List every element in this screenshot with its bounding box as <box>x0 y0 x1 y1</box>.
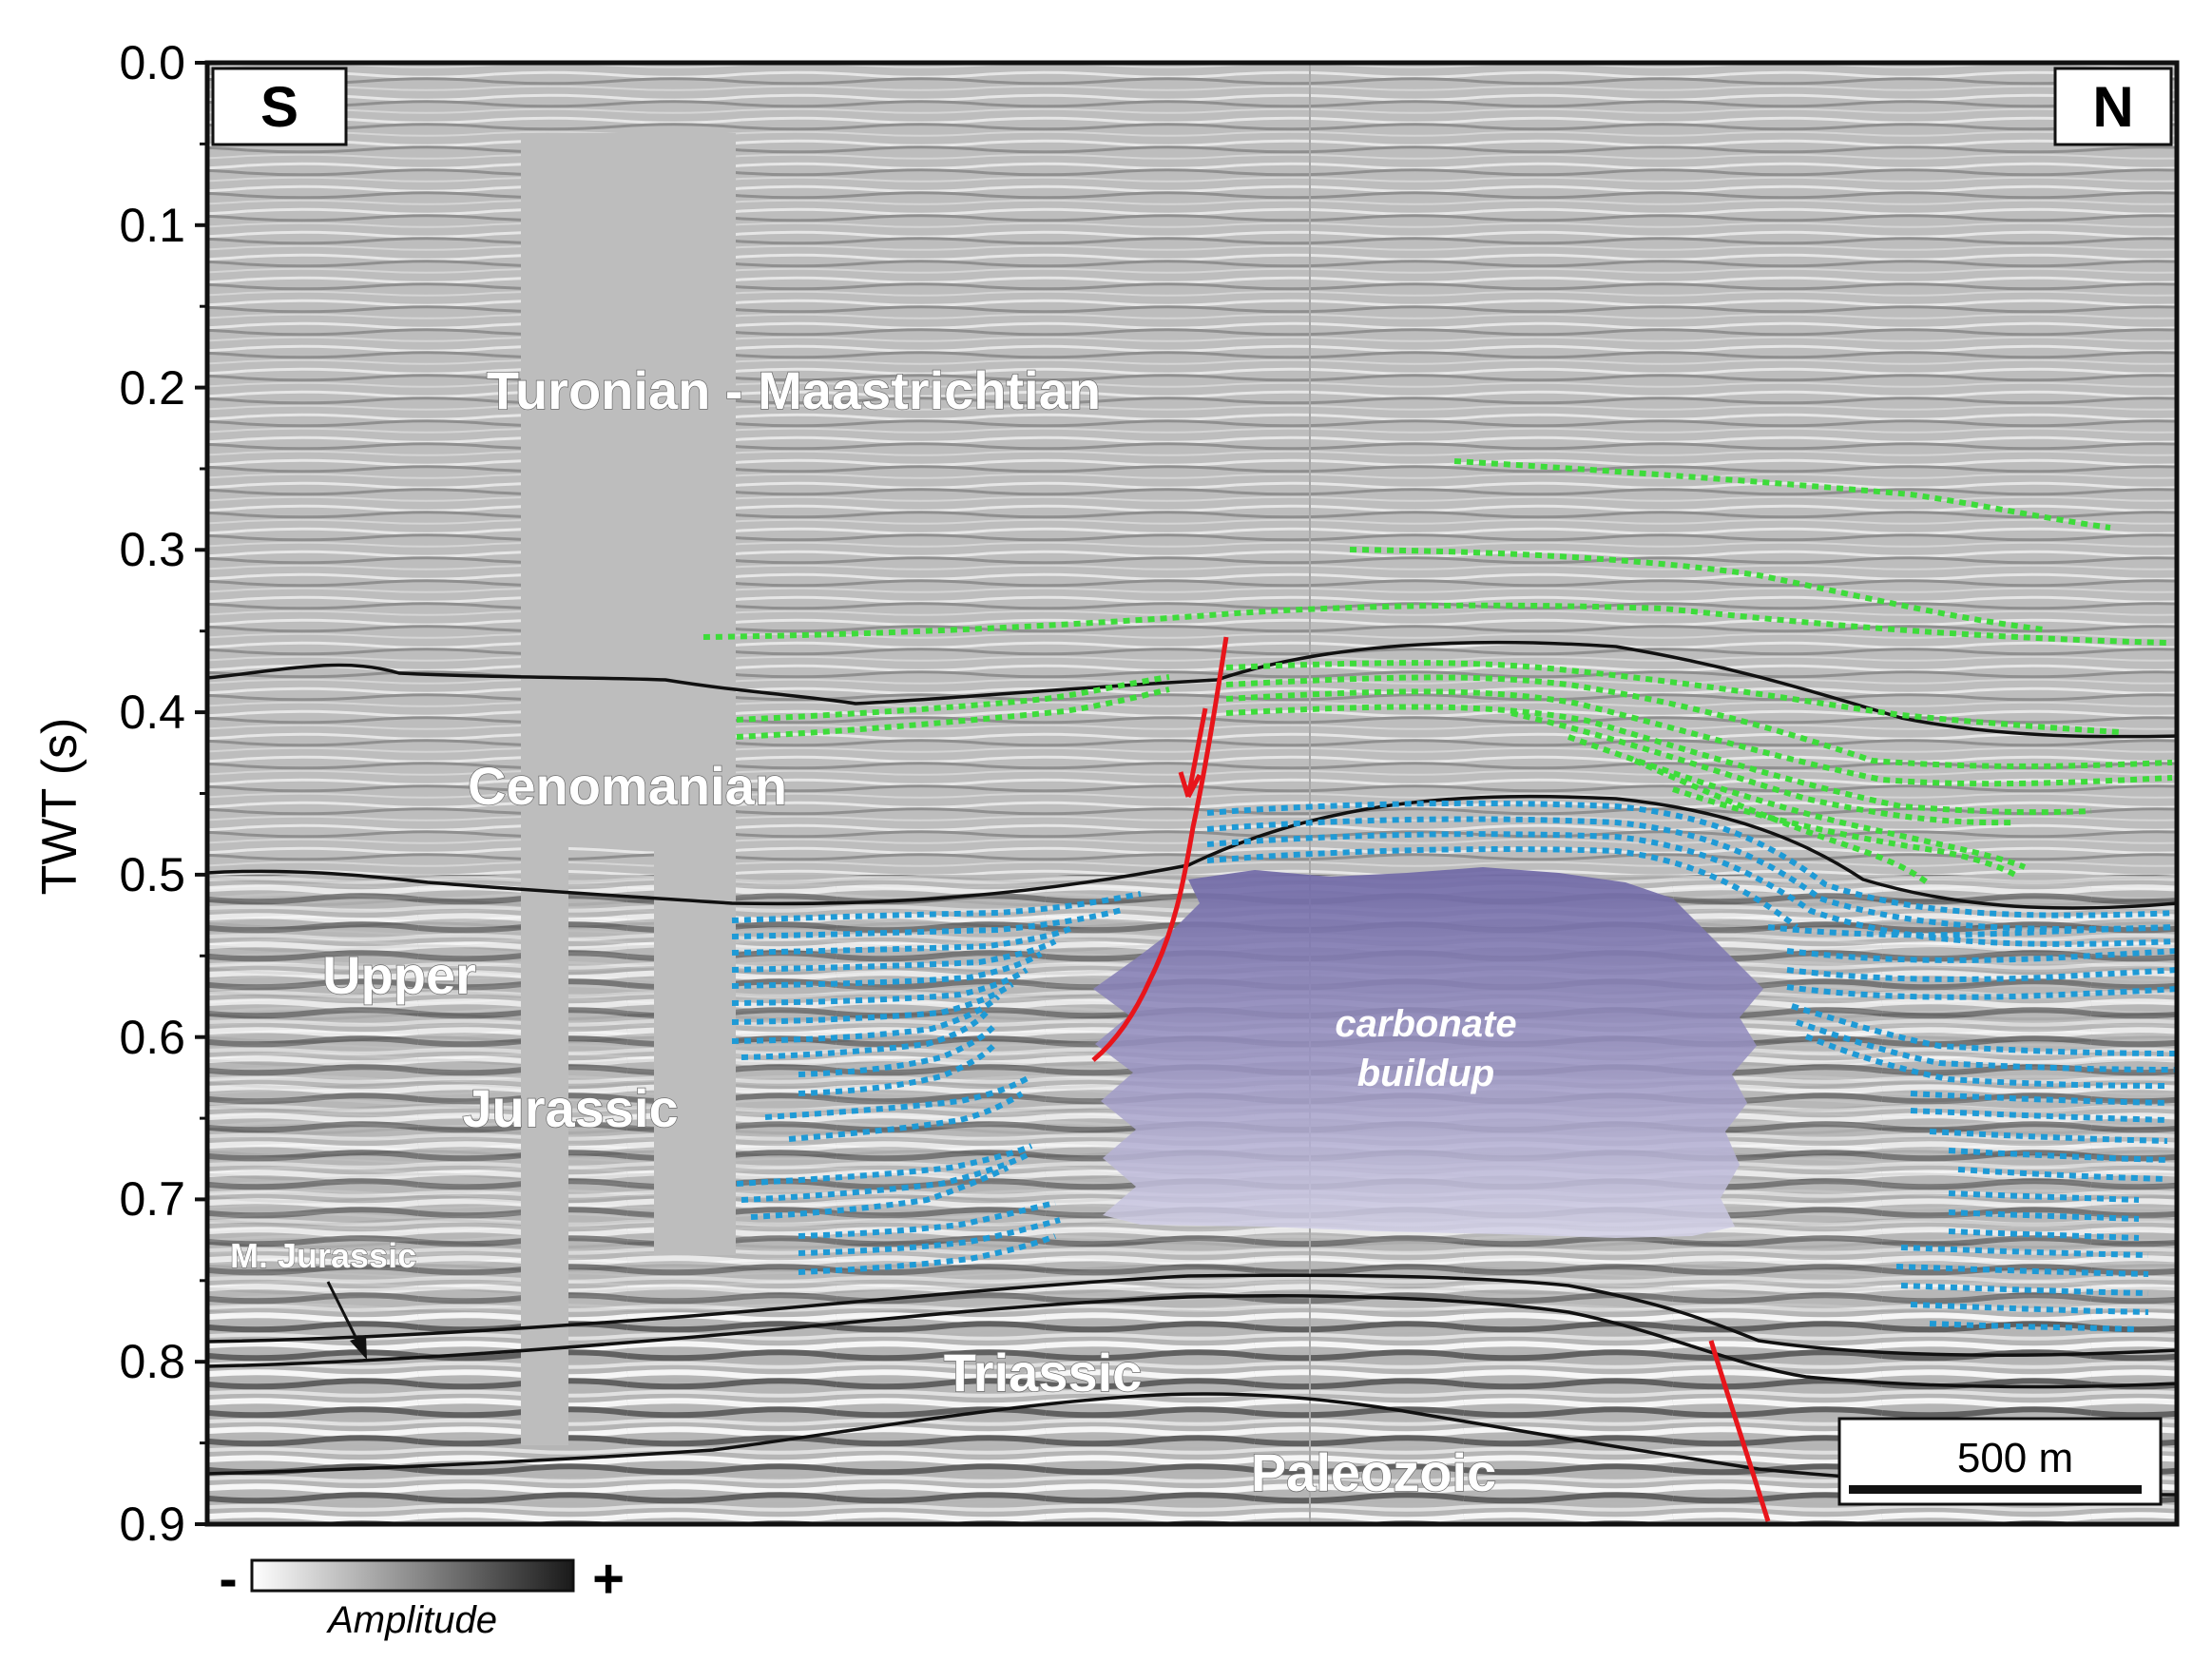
fault-sense-arrow <box>1178 707 1208 799</box>
horizon-middle-jurassic <box>206 1273 2178 1357</box>
data-gap-panel <box>521 133 568 1445</box>
direction-south: S <box>211 67 348 146</box>
carbonate-buildup-region <box>1093 867 1763 1238</box>
buildup-label-line1: carbonate <box>1335 1003 1516 1045</box>
amplitude-colorbar <box>250 1558 575 1593</box>
y-axis-title: TWT (s) <box>32 718 87 896</box>
direction-north-label: N <box>2092 75 2133 139</box>
y-tick-label: 0.8 <box>119 1335 185 1388</box>
horizon-top-triassic <box>206 1294 2178 1389</box>
data-gap-panel <box>654 133 736 1255</box>
amplitude-legend: - + Amplitude <box>219 1548 625 1641</box>
y-tick-label: 0.0 <box>119 36 185 89</box>
normal-fault-main <box>1091 636 1229 1062</box>
unit-label-cenomanian: Cenomanian <box>468 756 787 816</box>
unit-label-triassic: Triassic <box>944 1343 1143 1402</box>
unit-label-upper: Upper <box>322 945 476 1005</box>
scale-bar: 500 m <box>1837 1417 2163 1506</box>
amplitude-legend-plus: + <box>592 1548 625 1610</box>
normal-fault-north <box>1708 1340 1771 1522</box>
y-tick-label: 0.9 <box>119 1498 185 1551</box>
jurassic-reflectors <box>731 800 2178 1332</box>
y-axis-minor-ticks <box>200 142 207 1445</box>
y-tick-label: 0.7 <box>119 1172 185 1226</box>
cretaceous-reflectors <box>702 458 2173 887</box>
y-tick-label: 0.6 <box>119 1011 185 1064</box>
amplitude-legend-title: Amplitude <box>326 1599 497 1641</box>
y-tick-label: 0.1 <box>119 199 185 252</box>
data-gap-panel <box>568 133 654 846</box>
y-axis <box>195 61 207 1526</box>
unit-label-jurassic: Jurassic <box>462 1078 678 1138</box>
scale-bar-label: 500 m <box>1957 1435 2073 1481</box>
direction-north: N <box>2053 67 2173 146</box>
y-tick-label: 0.4 <box>119 686 185 739</box>
direction-south-label: S <box>260 75 298 139</box>
y-tick-label: 0.5 <box>119 848 185 901</box>
y-tick-label: 0.3 <box>119 523 185 576</box>
unit-label-turonian-maastrichtian: Turonian - Maastrichtian <box>487 360 1101 420</box>
faults <box>1091 636 1771 1522</box>
buildup-label-line2: buildup <box>1357 1053 1494 1094</box>
unit-label-paleozoic: Paleozoic <box>1251 1442 1496 1502</box>
m-jurassic-pointer-arrow <box>326 1281 367 1360</box>
unit-label-m-jurassic: M. Jurassic <box>230 1236 416 1275</box>
y-tick-label: 0.2 <box>119 361 185 415</box>
y-axis-tick-labels: 0.0 0.1 0.2 0.3 0.4 0.5 0.6 0.7 0.8 0.9 <box>119 36 185 1551</box>
horizon-base-cenomanian <box>206 794 2178 910</box>
amplitude-legend-minus: - <box>219 1548 237 1610</box>
